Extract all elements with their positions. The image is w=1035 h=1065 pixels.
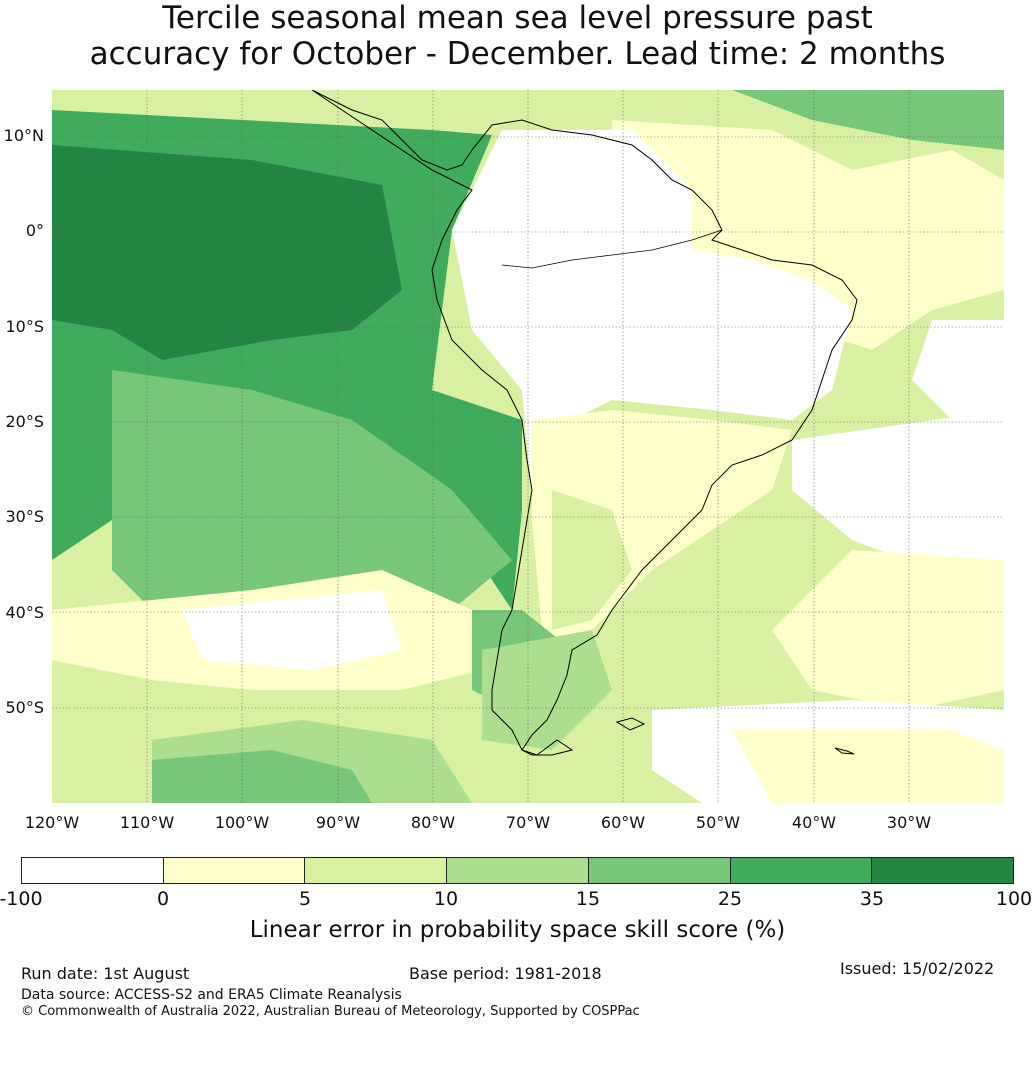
colorbar-segment-3 (305, 858, 448, 883)
lon-label-30w: 30°W (886, 813, 932, 832)
field-south-white (182, 590, 402, 670)
lon-label-80w: 80°W (410, 813, 456, 832)
lat-label-30s: 30°S (5, 507, 44, 526)
lat-label-50s: 50°S (5, 698, 44, 717)
map-title-line1: Tercile seasonal mean sea level pressure… (162, 0, 873, 36)
field-pacific-25b (52, 340, 112, 510)
colorbar-segment-2 (163, 858, 306, 883)
field-land-10 (552, 490, 632, 630)
colorbar-tick: 15 (575, 888, 601, 910)
colorbar-segment-4 (447, 858, 589, 883)
field-pacific-35 (52, 145, 402, 360)
colorbar-segment-1 (22, 858, 164, 883)
colorbar-tick: -100 (0, 888, 43, 910)
lat-label-10n: 10°N (3, 126, 44, 145)
colorbar-segment-5 (588, 858, 731, 883)
lat-label-10s: 10°S (5, 317, 44, 336)
colorbar-tick: 10 (433, 888, 459, 910)
colorbar-tick: 35 (859, 888, 885, 910)
coastline-falklands (615, 717, 646, 731)
field-land-white (452, 130, 852, 500)
field-ne-15 (732, 90, 1004, 150)
colorbar-label: Linear error in probability space skill … (249, 917, 786, 943)
map-title-line2: accuracy for October - December. Lead ti… (89, 36, 946, 72)
skill-score-map (52, 90, 1004, 803)
colorbar-segment-6 (730, 858, 873, 883)
field-se-5 (732, 730, 1004, 803)
field-south-15 (152, 750, 372, 803)
lon-label-50w: 50°W (695, 813, 741, 832)
lon-label-90w: 90°W (315, 813, 361, 832)
field-ne-white (912, 320, 1004, 420)
colorbar-tick: 0 (156, 888, 170, 910)
graticule (52, 90, 1004, 803)
field-patagonia-10 (482, 630, 612, 750)
lon-label-110w: 110°W (119, 813, 175, 832)
lon-label-60w: 60°W (600, 813, 646, 832)
lat-label-40s: 40°S (5, 603, 44, 622)
river-amazon (501, 229, 723, 269)
colorbar-tick: 25 (717, 888, 743, 910)
colorbar (21, 857, 1014, 884)
copyright: © Commonwealth of Australia 2022, Austra… (21, 1004, 640, 1019)
lon-label-120w: 120°W (24, 813, 80, 832)
lat-label-0: 0° (25, 221, 44, 240)
base-period: Base period: 1981-2018 (409, 964, 602, 983)
data-source: Data source: ACCESS-S2 and ERA5 Climate … (21, 987, 402, 1003)
issued-date: Issued: 15/02/2022 (840, 959, 995, 978)
run-date: Run date: 1st August (21, 964, 190, 983)
field-east-white (792, 410, 1004, 570)
lat-label-20s: 20°S (5, 412, 44, 431)
coastline-south-america (311, 90, 858, 756)
colorbar-segment-7 (872, 858, 1014, 883)
lon-label-70w: 70°W (505, 813, 551, 832)
field-east-5 (772, 550, 1004, 710)
colorbar-tick: 5 (298, 888, 312, 910)
field-pacific-15 (112, 370, 512, 610)
colorbar-tick: 100 (995, 888, 1033, 910)
lon-label-100w: 100°W (214, 813, 270, 832)
coastline-south-georgia (834, 747, 855, 755)
lon-label-40w: 40°W (791, 813, 837, 832)
